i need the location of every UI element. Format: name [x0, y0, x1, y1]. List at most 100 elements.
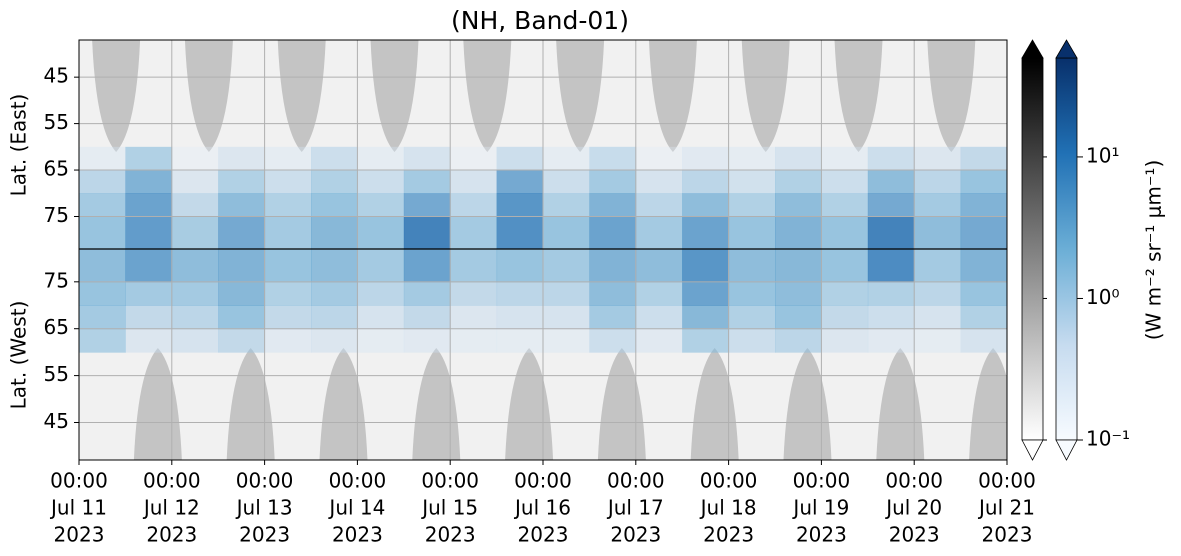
x-tick-label: 00:00 — [514, 469, 572, 493]
y-tick-label: 65 — [44, 315, 69, 339]
heat-cell — [635, 305, 683, 330]
heat-cell — [125, 305, 173, 330]
heat-cell — [403, 193, 451, 217]
heat-cell — [635, 146, 683, 171]
heat-cell — [775, 170, 822, 194]
heat-cell — [171, 216, 219, 250]
x-tick-label: Jul 19 — [791, 496, 849, 520]
x-tick-label: Jul 16 — [513, 496, 571, 520]
heat-cell — [821, 193, 869, 217]
x-tick-label: 00:00 — [607, 469, 665, 493]
heat-cell — [125, 281, 173, 306]
heat-cell — [125, 146, 173, 171]
heat-cell — [682, 305, 730, 330]
heat-cell — [357, 305, 405, 330]
heat-cell — [125, 216, 173, 250]
heat-cell — [635, 281, 683, 306]
y-tick-label: 75 — [44, 203, 69, 227]
heat-cell — [589, 305, 637, 330]
x-tick-label: 2023 — [796, 523, 847, 547]
heat-cell — [589, 170, 637, 194]
colorbar-extend — [1021, 439, 1044, 461]
heat-cell — [682, 216, 730, 250]
heat-cell — [914, 281, 962, 306]
heat-cell — [79, 193, 126, 217]
heat-cell — [682, 281, 730, 306]
heat-cell — [79, 146, 126, 171]
heat-cell — [682, 193, 730, 217]
heat-cell — [635, 216, 683, 250]
heat-cell — [311, 170, 358, 194]
x-tick-label: 2023 — [518, 523, 569, 547]
heat-cell — [543, 193, 590, 217]
heat-cell — [171, 146, 219, 171]
heat-cell — [821, 305, 869, 330]
heat-cell — [775, 328, 822, 353]
heat-cell — [960, 193, 1008, 217]
heat-cell — [775, 305, 822, 330]
colorbar-label: (W m⁻² sr⁻¹ μm⁻¹) — [1142, 160, 1166, 341]
x-tick-label: 00:00 — [143, 469, 201, 493]
heat-cell — [589, 146, 637, 171]
heat-cell — [960, 216, 1008, 250]
heat-cell — [403, 328, 451, 353]
heat-cell — [775, 146, 822, 171]
heat-cell — [79, 216, 126, 250]
x-tick-label: 2023 — [610, 523, 661, 547]
heat-cell — [682, 146, 730, 171]
heat-cell — [496, 305, 544, 330]
heat-cell — [311, 328, 358, 353]
heat-cell — [543, 170, 590, 194]
heat-cell — [867, 281, 915, 306]
heat-cell — [589, 281, 637, 306]
heat-cell — [867, 146, 915, 171]
heat-cell — [543, 146, 590, 171]
x-tick-label: 2023 — [889, 523, 940, 547]
heat-cell — [450, 328, 498, 353]
heat-cell — [403, 281, 451, 306]
colorbar-tick-label: 10⁰ — [1086, 285, 1119, 309]
heat-cell — [821, 328, 869, 353]
heat-cell — [589, 328, 637, 353]
heat-cell — [960, 249, 1008, 283]
heat-cell — [218, 281, 266, 306]
heat-cell — [543, 216, 590, 250]
heat-cell — [960, 328, 1008, 353]
heat-cell — [728, 146, 776, 171]
heat-cell — [960, 170, 1008, 194]
heat-cell — [821, 216, 869, 250]
heat-cell — [357, 146, 405, 171]
heat-cell — [450, 305, 498, 330]
heat-cell — [311, 281, 358, 306]
x-tick-label: 00:00 — [421, 469, 479, 493]
heat-cell — [728, 193, 776, 217]
heat-cell — [589, 249, 637, 283]
heat-cell — [264, 305, 312, 330]
heat-cell — [311, 146, 358, 171]
x-tick-label: Jul 20 — [884, 496, 942, 520]
colorbar — [1055, 57, 1078, 441]
heat-cell — [403, 146, 451, 171]
heat-cell — [496, 193, 544, 217]
heat-cell — [867, 170, 915, 194]
heat-cell — [867, 328, 915, 353]
heat-cell — [311, 193, 358, 217]
heat-cell — [125, 193, 173, 217]
x-tick-label: 00:00 — [793, 469, 851, 493]
heat-cell — [867, 216, 915, 250]
x-tick-label: 2023 — [146, 523, 197, 547]
x-tick-label: Jul 15 — [420, 496, 478, 520]
heat-cell — [264, 328, 312, 353]
heat-cell — [914, 216, 962, 250]
x-tick-label: Jul 11 — [49, 496, 107, 520]
x-tick-label: 00:00 — [978, 469, 1036, 493]
x-tick-label: Jul 12 — [142, 496, 200, 520]
heat-cell — [635, 328, 683, 353]
heat-cell — [311, 249, 358, 283]
heat-cell — [821, 281, 869, 306]
y-tick-label: 45 — [44, 409, 69, 433]
heat-cell — [496, 146, 544, 171]
heat-cell — [125, 170, 173, 194]
heat-cell — [79, 249, 126, 283]
